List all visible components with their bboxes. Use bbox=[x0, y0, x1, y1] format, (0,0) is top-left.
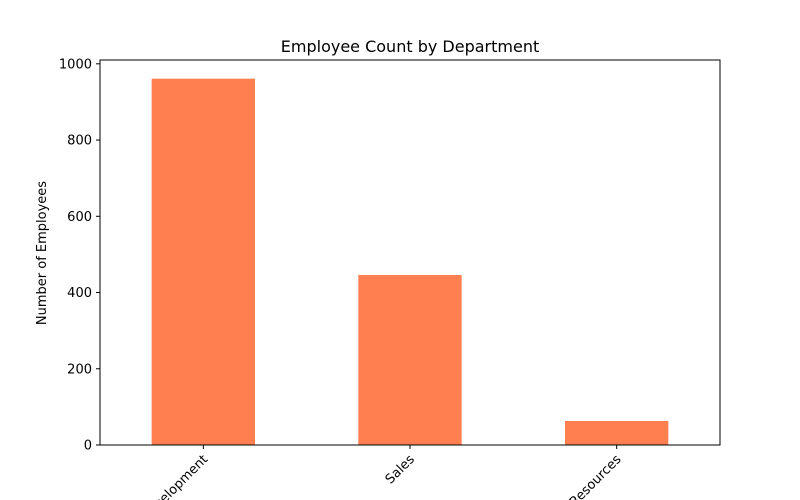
bars-group bbox=[151, 78, 669, 446]
x-tick-label-0: Research and Development bbox=[73, 452, 211, 500]
bar-2 bbox=[565, 420, 669, 445]
x-tick-label-2: Human Resources bbox=[531, 452, 625, 500]
x-axis: Research and Development Sales Human Resou… bbox=[73, 445, 625, 500]
x-tick-label-1: Sales bbox=[383, 452, 418, 487]
plot-frame bbox=[99, 59, 721, 446]
y-tick-label-4: 800 bbox=[67, 134, 92, 149]
y-tick-label-0: 0 bbox=[84, 439, 92, 454]
y-tick-label-5: 1000 bbox=[59, 57, 92, 72]
y-axis: 0 200 400 600 800 1000 bbox=[59, 57, 100, 454]
bar-1 bbox=[358, 274, 462, 445]
chart-title: Employee Count by Department bbox=[281, 37, 539, 56]
bar-0 bbox=[151, 78, 255, 446]
y-tick-label-1: 200 bbox=[67, 362, 92, 377]
y-tick-label-2: 400 bbox=[67, 286, 92, 301]
y-axis-label: Number of Employees bbox=[35, 181, 50, 325]
y-tick-label-3: 600 bbox=[67, 210, 92, 225]
